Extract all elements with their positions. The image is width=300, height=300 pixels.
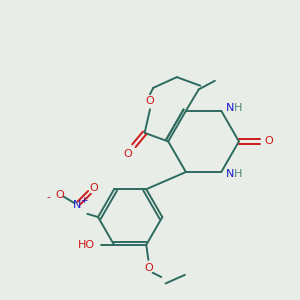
Text: HO: HO [78,240,95,250]
Text: O: O [55,190,64,200]
Text: +: + [80,196,88,206]
Text: N: N [226,103,234,112]
Text: O: O [89,183,98,193]
Text: -: - [47,192,51,202]
Text: H: H [234,169,243,179]
Text: N: N [226,169,234,179]
Text: O: O [146,96,154,106]
Text: N: N [72,200,81,210]
Text: O: O [123,149,132,159]
Text: O: O [265,136,273,146]
Text: H: H [234,103,243,112]
Text: O: O [144,263,153,274]
